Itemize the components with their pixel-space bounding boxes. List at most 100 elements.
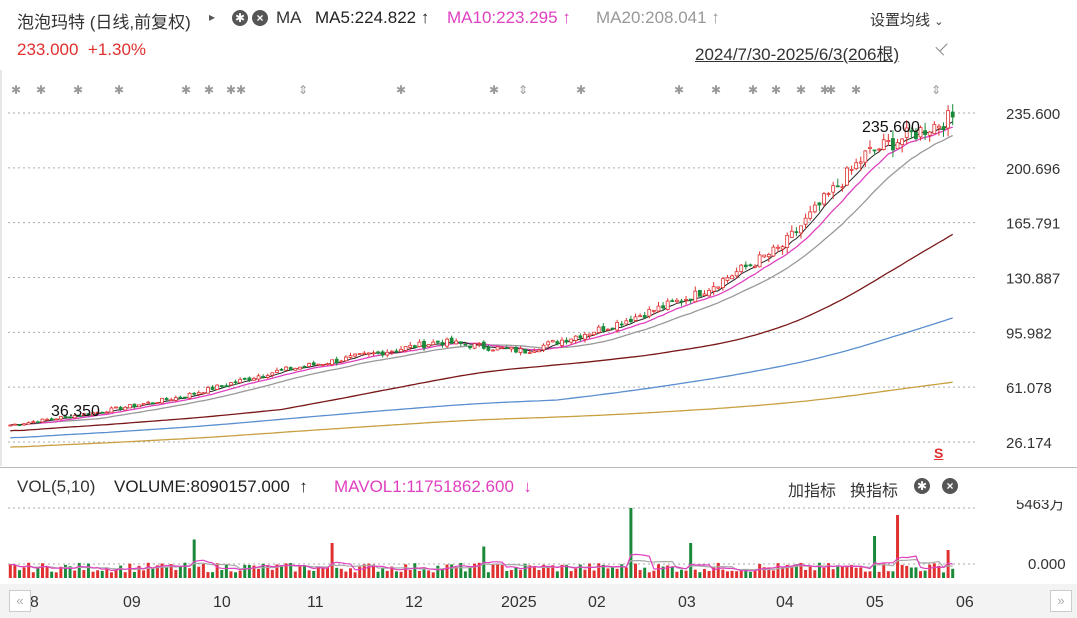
volume-bar[interactable] (27, 562, 31, 578)
volume-bar[interactable] (289, 563, 293, 578)
volume-bar[interactable] (771, 570, 775, 578)
event-marker-icon[interactable]: ✱ (796, 83, 806, 97)
candle[interactable] (77, 415, 82, 418)
volume-bar[interactable] (463, 571, 467, 578)
candle[interactable] (150, 402, 155, 405)
candle[interactable] (178, 396, 183, 399)
candle[interactable] (578, 335, 583, 339)
candle[interactable] (831, 185, 836, 193)
volume-bar[interactable] (243, 564, 247, 578)
candle[interactable] (100, 411, 105, 414)
candle[interactable] (826, 193, 831, 195)
date-range[interactable]: 2024/7/30-2025/6/3(206根) (695, 45, 900, 64)
event-marker-icon[interactable]: ✱ (396, 83, 406, 97)
volume-bar[interactable] (100, 570, 104, 578)
candle[interactable] (325, 363, 330, 366)
candle[interactable] (757, 254, 762, 268)
volume-bar[interactable] (261, 563, 265, 578)
candle[interactable] (716, 286, 721, 289)
expand-triangle-icon[interactable]: ▸ (209, 10, 216, 24)
candle[interactable] (909, 130, 914, 133)
volume-bar[interactable] (546, 565, 550, 578)
event-marker-icon[interactable]: ✱ (11, 83, 21, 97)
volume-bar[interactable] (532, 566, 536, 578)
candle[interactable] (725, 277, 730, 281)
event-marker-icon[interactable]: ✱ (36, 83, 46, 97)
candle[interactable] (697, 290, 702, 297)
volume-bar[interactable] (739, 570, 743, 578)
indicator-close-icon[interactable]: × (942, 478, 958, 494)
volume-bar[interactable] (679, 569, 683, 578)
volume-bar[interactable] (652, 570, 656, 578)
settings-ma-button[interactable]: 设置均线 ⌄ (870, 12, 944, 29)
volume-bar[interactable] (932, 563, 936, 578)
volume-bar[interactable] (45, 565, 49, 578)
candle[interactable] (206, 387, 210, 394)
candle[interactable] (229, 382, 233, 386)
candle[interactable] (426, 344, 431, 348)
candle[interactable] (45, 418, 49, 421)
candle[interactable] (49, 418, 54, 421)
candle[interactable] (854, 162, 859, 170)
volume-bar[interactable] (951, 568, 955, 578)
volume-bar[interactable] (896, 515, 900, 578)
candle[interactable] (606, 328, 610, 331)
volume-bar[interactable] (128, 563, 132, 578)
candle[interactable] (233, 381, 238, 384)
candle[interactable] (601, 326, 606, 332)
candle[interactable] (366, 352, 371, 355)
volume-bar[interactable] (307, 570, 311, 578)
volume-bar[interactable] (450, 564, 454, 578)
event-marker-icon[interactable]: ✱ (820, 83, 830, 97)
volume-bar[interactable] (422, 569, 426, 578)
volume-bar[interactable] (96, 570, 100, 578)
volume-bar[interactable] (155, 565, 159, 578)
candle[interactable] (380, 351, 385, 356)
candle[interactable] (13, 423, 17, 426)
candle[interactable] (247, 377, 252, 381)
volume-bar[interactable] (606, 568, 610, 578)
volume-bar[interactable] (923, 570, 927, 578)
candle[interactable] (661, 305, 665, 309)
volume-bar[interactable] (284, 563, 288, 578)
candle[interactable] (927, 131, 932, 136)
candle[interactable] (242, 377, 247, 380)
candle[interactable] (215, 384, 220, 390)
volume-bar[interactable] (40, 563, 44, 578)
add-indicator-button[interactable]: 加指标 (788, 483, 837, 500)
volume-bar[interactable] (744, 569, 748, 578)
candle[interactable] (343, 356, 348, 362)
volume-bar[interactable] (335, 567, 339, 578)
volume-bar[interactable] (123, 572, 127, 578)
candle[interactable] (321, 363, 325, 366)
candle[interactable] (583, 334, 587, 340)
candle[interactable] (702, 293, 707, 296)
candle[interactable] (900, 138, 905, 146)
candle[interactable] (81, 413, 86, 416)
volume-bar[interactable] (330, 543, 334, 578)
volume-bar[interactable] (813, 570, 817, 578)
volume-bar[interactable] (850, 564, 854, 578)
volume-bar[interactable] (431, 572, 435, 578)
candle[interactable] (891, 138, 895, 151)
candle[interactable] (481, 341, 486, 349)
volume-bar[interactable] (684, 570, 688, 578)
volume-bar[interactable] (707, 570, 711, 578)
candle[interactable] (109, 407, 114, 413)
volume-bar[interactable] (160, 563, 164, 578)
candle[interactable] (518, 348, 523, 353)
volume-bar[interactable] (656, 564, 660, 578)
volume-bar[interactable] (270, 569, 274, 578)
volume-bar[interactable] (886, 571, 890, 578)
candle[interactable] (31, 421, 36, 424)
ma-gear-icon[interactable]: ✱ (232, 10, 248, 26)
candle[interactable] (932, 123, 937, 135)
volume-bar[interactable] (776, 563, 780, 578)
candle[interactable] (431, 341, 436, 346)
volume-bar[interactable] (882, 563, 886, 578)
volume-bar[interactable] (500, 565, 504, 578)
candle[interactable] (91, 412, 95, 416)
volume-bar[interactable] (8, 564, 12, 578)
candle[interactable] (670, 300, 675, 302)
event-marker-icon[interactable]: ✱ (771, 83, 781, 97)
